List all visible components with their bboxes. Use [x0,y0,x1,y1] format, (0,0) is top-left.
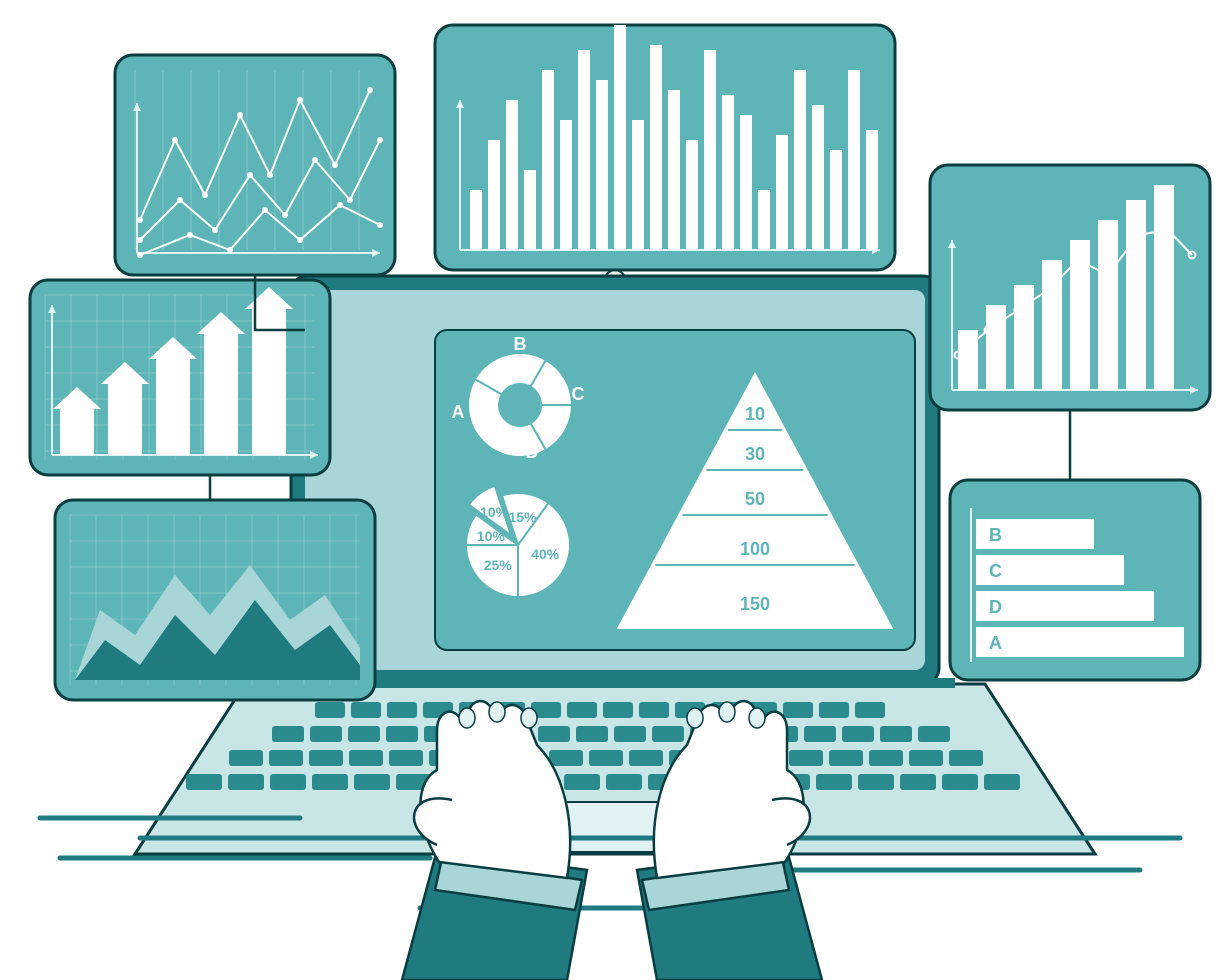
bar-chart-panel [435,25,895,270]
donut-label: A [452,402,465,422]
pie-label: 25% [484,557,513,573]
donut-label: C [572,384,585,404]
arrow-chart-panel [30,280,330,475]
area-chart-panel [55,500,375,700]
step-label: A [989,633,1002,653]
line-chart-panel [115,55,395,275]
step-label: B [989,525,1002,545]
pyramid-label: 150 [740,594,770,614]
step-chart-panel: BCDA [950,480,1200,680]
analytics-infographic: ABCD10%10%15%40%25%103050100150BCDA [0,0,1225,980]
step-label: C [989,561,1002,581]
donut-label: D [526,442,539,462]
pyramid-label: 10 [745,404,765,424]
pie-label: 10% [477,528,506,544]
pyramid-label: 100 [740,539,770,559]
pie-label: 15% [508,509,537,525]
pie-label: 10% [480,504,509,520]
combo-chart-panel [930,165,1210,410]
donut-label: B [514,334,527,354]
step-label: D [989,597,1002,617]
pyramid-label: 30 [745,444,765,464]
pie-label: 40% [531,546,560,562]
pyramid-label: 50 [745,489,765,509]
